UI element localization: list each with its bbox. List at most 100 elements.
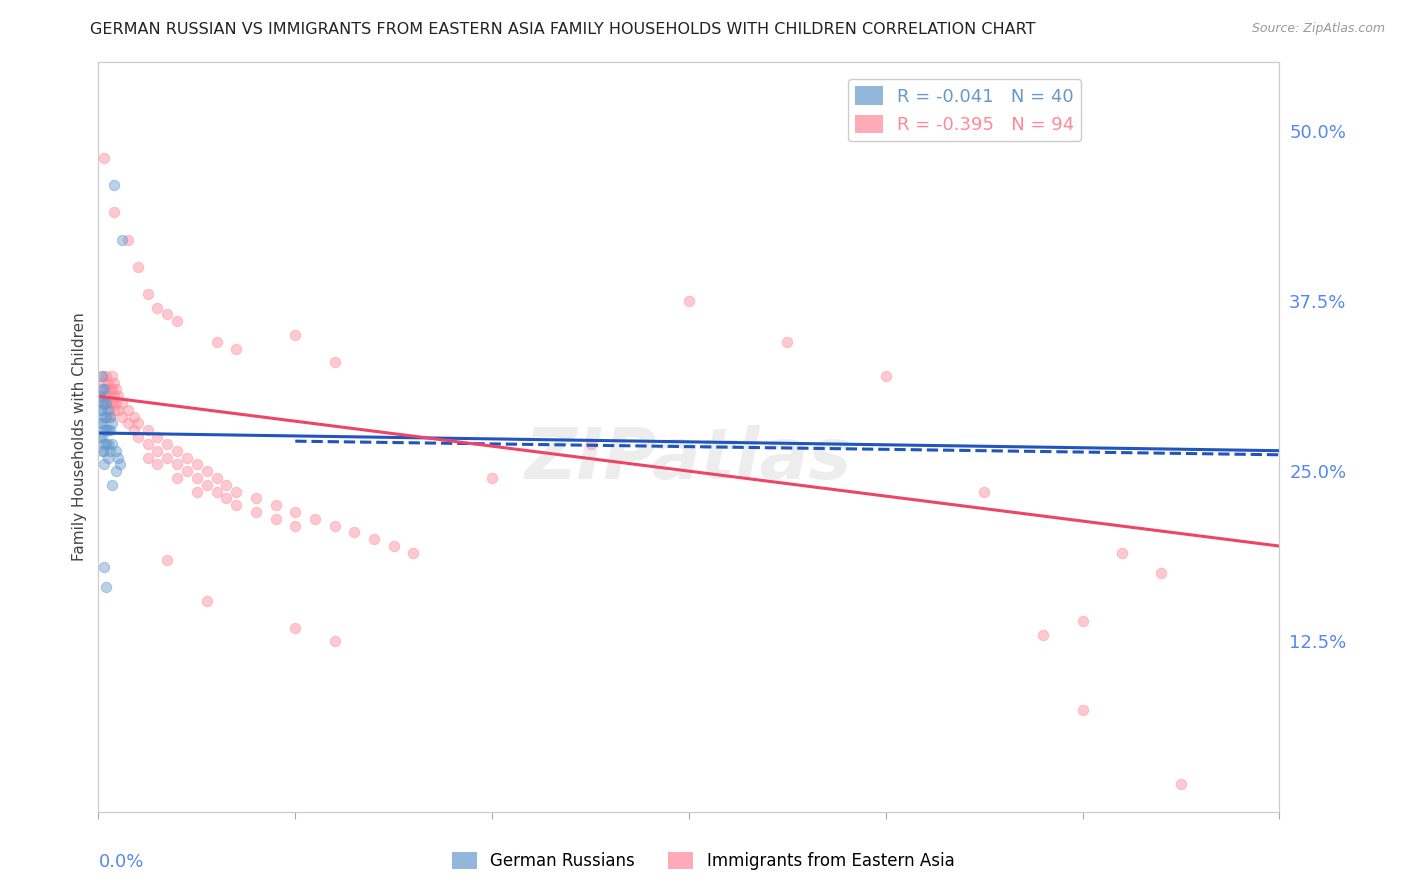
Point xyxy=(93,409,115,424)
Point xyxy=(136,437,159,451)
Legend: R = -0.041   N = 40, R = -0.395   N = 94: R = -0.041 N = 40, R = -0.395 N = 94 xyxy=(848,79,1081,141)
Point xyxy=(96,437,118,451)
Point xyxy=(107,389,129,403)
Point xyxy=(245,505,267,519)
Point xyxy=(97,450,120,465)
Point xyxy=(98,383,121,397)
Point xyxy=(186,458,208,472)
Point xyxy=(96,396,118,410)
Point xyxy=(91,417,114,431)
Point xyxy=(111,396,134,410)
Point xyxy=(103,389,125,403)
Text: ZIPatlas: ZIPatlas xyxy=(526,425,852,494)
Point xyxy=(382,539,405,553)
Point xyxy=(166,443,188,458)
Point xyxy=(89,417,111,431)
Point xyxy=(284,327,307,342)
Text: 0.0%: 0.0% xyxy=(98,853,143,871)
Point xyxy=(98,443,121,458)
Point xyxy=(93,396,115,410)
Point xyxy=(323,355,346,369)
Point xyxy=(97,402,120,417)
Legend: German Russians, Immigrants from Eastern Asia: German Russians, Immigrants from Eastern… xyxy=(446,845,960,877)
Point xyxy=(186,484,208,499)
Point xyxy=(97,389,120,403)
Point xyxy=(186,471,208,485)
Point xyxy=(93,151,115,165)
Point xyxy=(105,383,128,397)
Point xyxy=(875,368,897,383)
Text: Source: ZipAtlas.com: Source: ZipAtlas.com xyxy=(1251,22,1385,36)
Point xyxy=(93,437,115,451)
Point xyxy=(96,396,118,410)
Point xyxy=(225,484,247,499)
Point xyxy=(122,409,145,424)
Point xyxy=(195,477,218,491)
Point xyxy=(166,458,188,472)
Point xyxy=(284,505,307,519)
Y-axis label: Family Households with Children: Family Households with Children xyxy=(72,313,87,561)
Point xyxy=(96,580,118,594)
Point xyxy=(245,491,267,506)
Point xyxy=(96,383,118,397)
Point xyxy=(101,417,124,431)
Point xyxy=(127,430,149,444)
Point xyxy=(111,409,134,424)
Point xyxy=(117,402,139,417)
Point xyxy=(264,498,287,512)
Point xyxy=(96,423,118,437)
Point xyxy=(91,383,114,397)
Point xyxy=(284,621,307,635)
Point xyxy=(98,409,121,424)
Point xyxy=(101,368,124,383)
Point xyxy=(166,471,188,485)
Point xyxy=(136,423,159,437)
Point xyxy=(91,368,114,383)
Point xyxy=(91,443,114,458)
Point xyxy=(146,443,169,458)
Point xyxy=(91,396,114,410)
Point xyxy=(176,450,198,465)
Point xyxy=(91,430,114,444)
Point xyxy=(156,450,179,465)
Point xyxy=(97,402,120,417)
Point xyxy=(89,430,111,444)
Point xyxy=(195,464,218,478)
Point xyxy=(146,301,169,315)
Point xyxy=(98,423,121,437)
Point xyxy=(107,402,129,417)
Point xyxy=(91,402,114,417)
Point xyxy=(1071,702,1094,716)
Point xyxy=(93,389,115,403)
Point xyxy=(323,518,346,533)
Point xyxy=(103,376,125,390)
Point xyxy=(146,458,169,472)
Point xyxy=(136,450,159,465)
Point xyxy=(105,464,128,478)
Point xyxy=(304,512,326,526)
Text: GERMAN RUSSIAN VS IMMIGRANTS FROM EASTERN ASIA FAMILY HOUSEHOLDS WITH CHILDREN C: GERMAN RUSSIAN VS IMMIGRANTS FROM EASTER… xyxy=(90,22,1035,37)
Point xyxy=(156,437,179,451)
Point xyxy=(215,491,238,506)
Point xyxy=(96,409,118,424)
Point xyxy=(1032,627,1054,641)
Point xyxy=(1170,777,1192,791)
Point xyxy=(343,525,366,540)
Point xyxy=(205,471,228,485)
Point xyxy=(402,546,425,560)
Point xyxy=(323,634,346,648)
Point xyxy=(225,342,247,356)
Point xyxy=(205,484,228,499)
Point xyxy=(93,443,115,458)
Point xyxy=(156,308,179,322)
Point xyxy=(117,233,139,247)
Point xyxy=(93,559,115,574)
Point xyxy=(91,368,114,383)
Point xyxy=(105,443,128,458)
Point xyxy=(98,396,121,410)
Point xyxy=(264,512,287,526)
Point xyxy=(107,450,129,465)
Point xyxy=(101,437,124,451)
Point xyxy=(108,458,131,472)
Point xyxy=(103,402,125,417)
